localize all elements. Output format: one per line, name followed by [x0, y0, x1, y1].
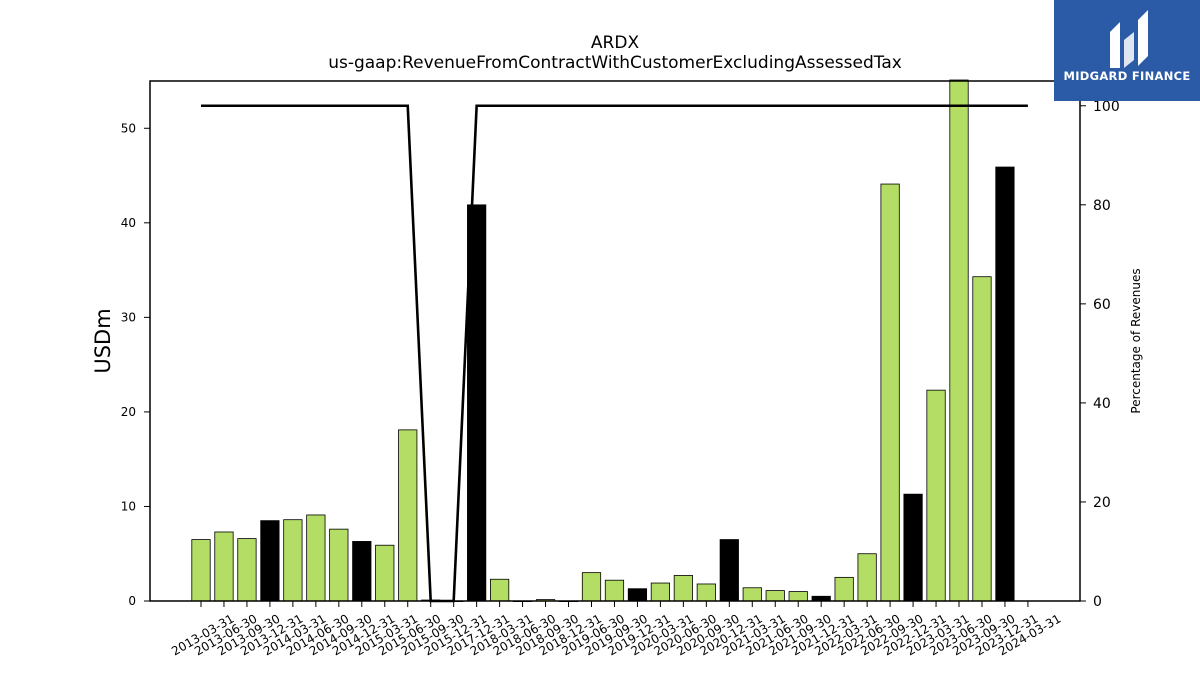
y2-tick-label: 100	[1093, 99, 1120, 115]
bar-2019-06-30	[581, 572, 602, 602]
bar-2013-12-31	[260, 520, 280, 602]
bar-2019-09-30	[604, 579, 625, 602]
bar-2023-03-31	[926, 389, 946, 602]
bar-2020-12-31	[719, 539, 739, 602]
percentage-line-group	[201, 104, 1028, 603]
bar-2020-06-30	[673, 575, 693, 602]
bar-2022-03-31	[834, 576, 854, 602]
bar-2021-09-30	[788, 591, 808, 602]
logo-brand-text: MIDGARD FINANCE	[1063, 69, 1191, 83]
plot-frame	[149, 80, 1081, 602]
bar-2013-03-31	[191, 539, 211, 602]
y-tick-label: 40	[121, 216, 136, 230]
bar-2022-06-30	[857, 553, 877, 602]
bars-group	[191, 79, 1015, 603]
y2-tick-label: 60	[1093, 297, 1111, 313]
bar-2014-03-31	[283, 519, 303, 602]
bar-2015-03-31	[375, 544, 395, 602]
y-tick-label: 50	[121, 121, 136, 135]
bar-2018-03-31	[490, 578, 510, 602]
bar-2013-09-30	[237, 538, 257, 602]
y2-axis-label: Percentage of Revenues	[1129, 268, 1143, 413]
bar-2014-06-30	[306, 514, 326, 602]
bar-2023-06-30	[949, 79, 969, 602]
chart-subtitle: us-gaap:RevenueFromContractWithCustomerE…	[328, 53, 902, 73]
bar-2020-03-31	[650, 582, 671, 602]
percentage-line	[201, 104, 1028, 603]
midgard-finance-logo: MIDGARD FINANCE	[1054, 0, 1200, 101]
y-axis-label: USDm	[91, 308, 115, 373]
bar-2022-12-31	[903, 493, 923, 602]
y-tick-label: 30	[121, 310, 136, 324]
y-tick-label: 10	[121, 499, 136, 513]
y-tick-label: 20	[121, 405, 136, 419]
bar-2013-06-30	[214, 531, 234, 602]
y-tick-label: 0	[128, 594, 136, 608]
bar-2014-12-31	[352, 541, 372, 602]
y-axis-right: 0 20 40 60 80 100	[1080, 99, 1120, 610]
chart-title: ARDX	[591, 33, 640, 53]
y2-tick-label: 80	[1093, 198, 1111, 214]
bar-2022-09-30	[880, 183, 900, 602]
y2-tick-label: 40	[1093, 396, 1111, 412]
midgard-logo-icon	[1110, 10, 1148, 68]
y-axis-left: 0 10 20 30 40 50	[121, 121, 150, 608]
bar-2019-12-31	[627, 588, 648, 602]
x-axis: 2013-03-312013-06-302013-09-302013-12-31…	[169, 601, 1063, 658]
bar-2021-03-31	[742, 587, 762, 602]
y2-tick-label: 20	[1093, 495, 1111, 511]
bar-2023-12-31	[995, 166, 1015, 602]
bar-2014-09-30	[329, 528, 349, 602]
bar-2020-09-30	[696, 583, 716, 602]
bar-2021-06-30	[765, 590, 785, 602]
bar-2015-06-30	[398, 429, 418, 602]
bar-2023-09-30	[972, 276, 992, 602]
y2-tick-label: 0	[1093, 594, 1102, 610]
